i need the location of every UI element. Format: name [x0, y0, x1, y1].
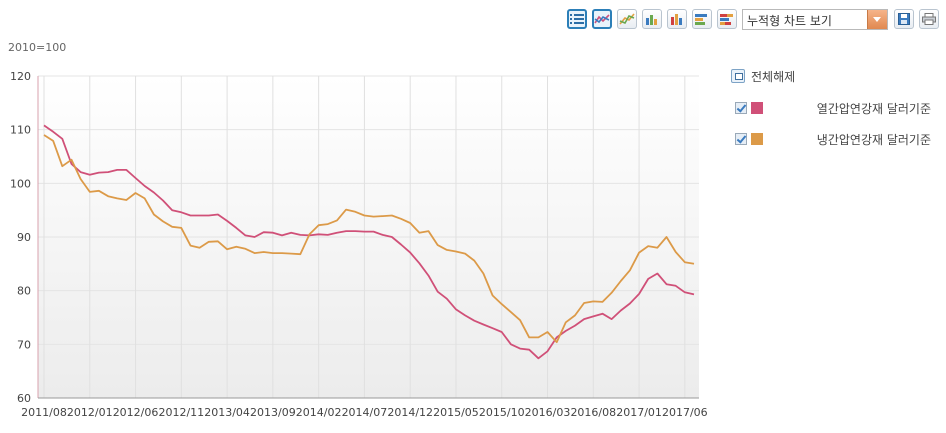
y-tick-labels: 60 70 80 90 100 110 120 [10, 70, 31, 405]
legend: 전체해제 열간압연강재 달러기준 냉간압연강재 달러기준 [731, 66, 941, 148]
chart-type-select-value: 누적형 차트 보기 [747, 13, 832, 28]
series-line-1 [43, 124, 695, 360]
checkbox-icon[interactable] [735, 102, 747, 114]
x-tick-label: 2014/07 [342, 406, 388, 419]
stacked-bar-icon[interactable] [667, 9, 687, 29]
x-tick-label: 2016/03 [525, 406, 571, 419]
x-tick-label: 2011/08 [21, 406, 67, 419]
x-tick-label: 2014/12 [387, 406, 433, 419]
x-tick-label: 2013/04 [204, 406, 250, 419]
x-tick-label: 2012/11 [158, 406, 204, 419]
chart-toolbar: 누적형 차트 보기 [567, 8, 944, 30]
list-view-icon[interactable] [567, 9, 587, 29]
y-tick-label: 90 [17, 231, 31, 244]
series-line-2 [43, 134, 695, 344]
legend-item-cold-rolled[interactable]: 냉간압연강재 달러기준 [735, 130, 941, 148]
y-tick-label: 110 [10, 124, 31, 137]
chevron-down-icon[interactable] [867, 9, 887, 29]
bar-chart-icon[interactable] [642, 9, 662, 29]
x-tick-label: 2012/06 [113, 406, 159, 419]
y-tick-label: 70 [17, 338, 31, 351]
x-tick-label: 2016/08 [570, 406, 616, 419]
series-lines [43, 124, 695, 360]
stacked-line-icon[interactable] [617, 9, 637, 29]
checkbox-icon[interactable] [735, 133, 747, 145]
x-tick-label: 2017/01 [616, 406, 662, 419]
y-tick-label: 100 [10, 177, 31, 190]
chart-type-select[interactable]: 누적형 차트 보기 [742, 8, 888, 30]
axes [37, 76, 699, 399]
x-tick-label: 2013/09 [250, 406, 296, 419]
series-color-swatch [751, 133, 763, 145]
series-color-swatch [751, 102, 763, 114]
x-tick-label: 2012/01 [67, 406, 113, 419]
x-tick-label: 2014/02 [296, 406, 342, 419]
horizontal-bar-icon[interactable] [692, 9, 712, 29]
y-axis-unit-label: 2010=100 [8, 41, 67, 54]
grid [38, 75, 699, 398]
clear-all-label: 전체해제 [751, 69, 796, 84]
x-tick-label: 2015/05 [433, 406, 479, 419]
stacked-horizontal-bar-icon[interactable] [717, 9, 737, 29]
legend-label: 냉간압연강재 달러기준 [816, 132, 931, 147]
y-tick-label: 120 [10, 70, 31, 83]
x-tick-labels: 2011/08 2012/01 2012/06 2012/11 2013/04 2013/… [21, 406, 708, 419]
x-tick-label: 2015/10 [479, 406, 525, 419]
y-tick-label: 80 [17, 285, 31, 298]
legend-item-hot-rolled[interactable]: 열간압연강재 달러기준 [735, 99, 941, 117]
y-tick-label: 60 [17, 392, 31, 405]
save-icon[interactable] [894, 9, 914, 29]
clear-all-button[interactable]: 전체해제 [731, 66, 941, 86]
line-chart-icon[interactable] [592, 9, 612, 29]
legend-label: 열간압연강재 달러기준 [816, 101, 931, 116]
deselect-all-icon [731, 69, 745, 83]
x-tick-label: 2017/06 [662, 406, 708, 419]
print-icon[interactable] [919, 9, 939, 29]
